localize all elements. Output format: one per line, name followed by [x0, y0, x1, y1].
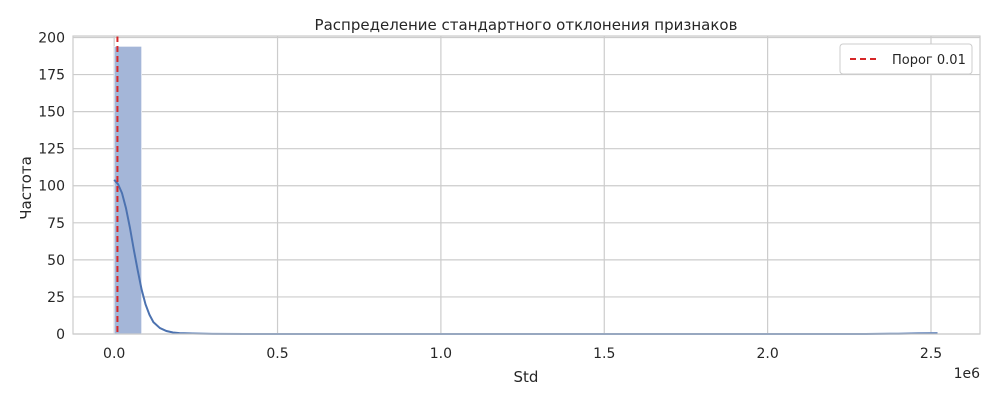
- y-tick-label-2: 50: [47, 253, 65, 269]
- y-tick-label-3: 75: [47, 216, 65, 232]
- x-tick-label-4: 2.0: [756, 346, 778, 362]
- histogram-bars: [113, 46, 938, 335]
- y-axis-label: Частота: [17, 156, 35, 220]
- y-tick-label-5: 125: [38, 142, 65, 158]
- histogram-bar-0: [113, 46, 142, 335]
- x-tick-label-2: 1.0: [430, 346, 452, 362]
- plot-frame: [72, 35, 981, 335]
- x-tick-label-0: 0.0: [103, 346, 125, 362]
- y-tick-label-6: 150: [38, 105, 65, 121]
- x-axis-label: Std: [514, 368, 539, 386]
- x-axis-ticks: 0.0 0.5 1.0 1.5 2.0 2.5: [103, 346, 942, 362]
- x-offset-label: 1e6: [954, 366, 981, 382]
- grid-lines: [73, 36, 980, 335]
- y-tick-label-4: 100: [38, 179, 65, 195]
- x-tick-label-3: 1.5: [593, 346, 615, 362]
- y-tick-label-8: 200: [38, 30, 65, 46]
- kde-curve: [113, 179, 938, 335]
- legend-threshold-label: Порог 0.01: [892, 53, 966, 68]
- legend-box: [839, 43, 973, 75]
- chart-title: Распределение стандартного отклонения пр…: [315, 16, 738, 34]
- y-axis-ticks: 0 25 50 75 100 125 150 175 200: [38, 30, 65, 343]
- y-tick-label-0: 0: [56, 327, 65, 343]
- y-tick-label-1: 25: [47, 290, 65, 306]
- x-tick-label-5: 2.5: [920, 346, 942, 362]
- y-tick-label-7: 175: [38, 68, 65, 84]
- x-tick-label-1: 0.5: [266, 346, 288, 362]
- legend: Порог 0.01: [839, 43, 973, 75]
